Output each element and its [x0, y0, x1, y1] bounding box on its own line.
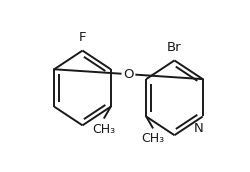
Text: F: F	[79, 31, 86, 44]
Text: CH₃: CH₃	[93, 123, 116, 136]
Text: CH₃: CH₃	[141, 132, 164, 146]
Text: Br: Br	[167, 41, 182, 53]
Text: N: N	[194, 122, 204, 135]
Text: O: O	[123, 68, 134, 81]
